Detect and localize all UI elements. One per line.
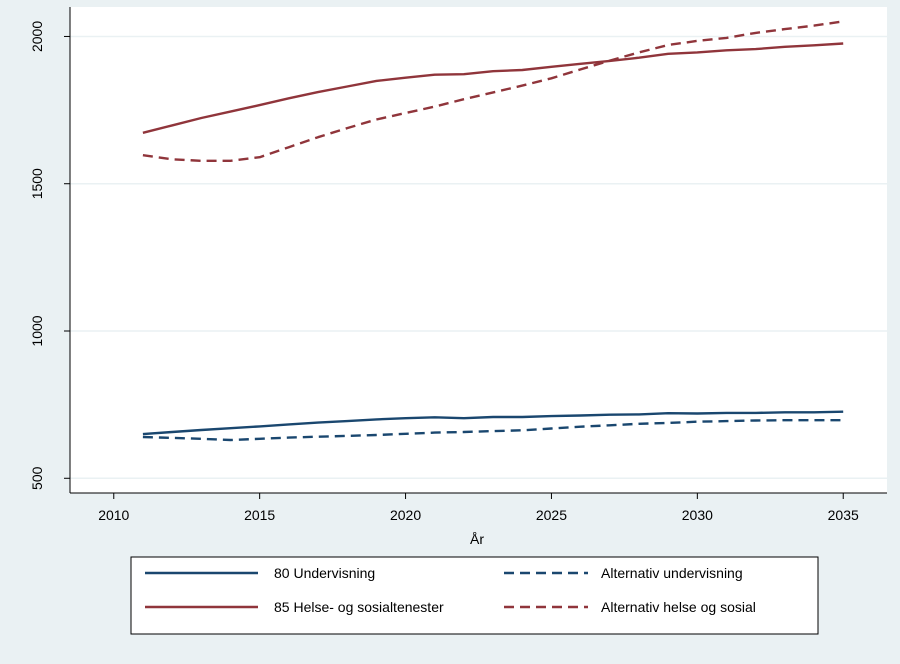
legend-box — [130, 556, 819, 635]
series-line-2 — [142, 42, 844, 134]
x-tick-label: 2015 — [244, 507, 275, 523]
legend-label-0: 80 Undervisning — [274, 565, 375, 581]
plot-background — [70, 7, 887, 493]
x-axis: 2010 2015 2020 2025 2030 2035 — [70, 492, 887, 523]
series-line-3 — [142, 20, 844, 163]
y-axis: 500 1000 1500 2000 — [29, 7, 71, 493]
x-tick-label: 2010 — [98, 507, 129, 523]
x-tick-label: 2025 — [536, 507, 567, 523]
x-tick-label: 2030 — [682, 507, 713, 523]
y-tick-label: 1000 — [29, 315, 45, 346]
x-axis-label: År — [470, 531, 484, 547]
series-line-0 — [142, 410, 844, 436]
series-layer — [142, 20, 844, 442]
legend-label-1: Alternativ undervisning — [601, 565, 743, 581]
x-tick-label: 2035 — [828, 507, 859, 523]
legend-label-3: Alternativ helse og sosial — [601, 599, 756, 615]
y-tick-label: 500 — [29, 466, 45, 490]
y-tick-label: 2000 — [29, 21, 45, 52]
y-tick-label: 1500 — [29, 168, 45, 199]
legend: 80 Undervisning Alternativ undervisning 85… — [130, 556, 819, 635]
x-tick-label: 2020 — [390, 507, 421, 523]
series-line-1 — [142, 419, 844, 442]
legend-label-2: 85 Helse- og sosialtenester — [274, 599, 444, 615]
plot-area — [70, 7, 887, 493]
